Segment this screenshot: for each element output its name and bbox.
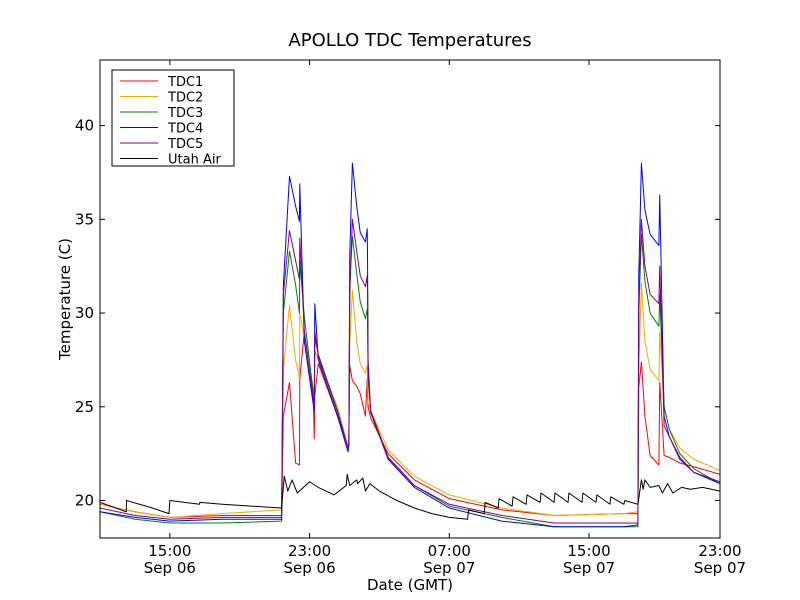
y-tick-label: 30 <box>75 304 94 322</box>
x-tick-label-date: Sep 07 <box>423 559 475 577</box>
x-tick-label-time: 15:00 <box>148 542 191 560</box>
series-line-tdc5 <box>100 218 720 524</box>
x-tick-label-time: 07:00 <box>428 542 471 560</box>
series-line-utah-air <box>100 473 720 520</box>
legend-label: TDC4 <box>167 122 203 137</box>
x-axis-title: Date (GMT) <box>367 576 453 594</box>
y-tick-label: 35 <box>75 210 94 228</box>
chart-title: APOLLO TDC Temperatures <box>288 30 531 51</box>
series-line-tdc4 <box>100 162 720 528</box>
y-axis-title: Temperature (C) <box>56 238 74 361</box>
series-lines <box>100 162 720 528</box>
y-tick-label: 20 <box>75 492 94 510</box>
x-tick-label-date: Sep 06 <box>144 559 196 577</box>
series-line-tdc3 <box>100 233 720 528</box>
x-tick-label-date: Sep 06 <box>284 559 336 577</box>
x-tick-label-time: 23:00 <box>698 542 741 560</box>
legend-box <box>111 69 235 167</box>
legend-label: Utah Air <box>168 153 221 168</box>
series-line-tdc2 <box>100 282 720 518</box>
legend-label: TDC1 <box>167 75 203 90</box>
x-tick-label-date: Sep 07 <box>563 559 615 577</box>
legend-label: TDC5 <box>167 137 203 152</box>
series-line-tdc1 <box>100 331 720 518</box>
plot-frame <box>99 59 721 539</box>
y-tick-label: 40 <box>75 117 94 135</box>
x-tick-label-time: 15:00 <box>567 542 610 560</box>
legend-label: TDC3 <box>167 106 203 121</box>
x-tick-label-time: 23:00 <box>288 542 331 560</box>
legend-label: TDC2 <box>167 91 203 106</box>
y-axis: 20 25 30 35 40 <box>75 117 720 510</box>
x-tick-label-date: Sep 07 <box>694 559 746 577</box>
y-tick-label: 25 <box>75 398 94 416</box>
